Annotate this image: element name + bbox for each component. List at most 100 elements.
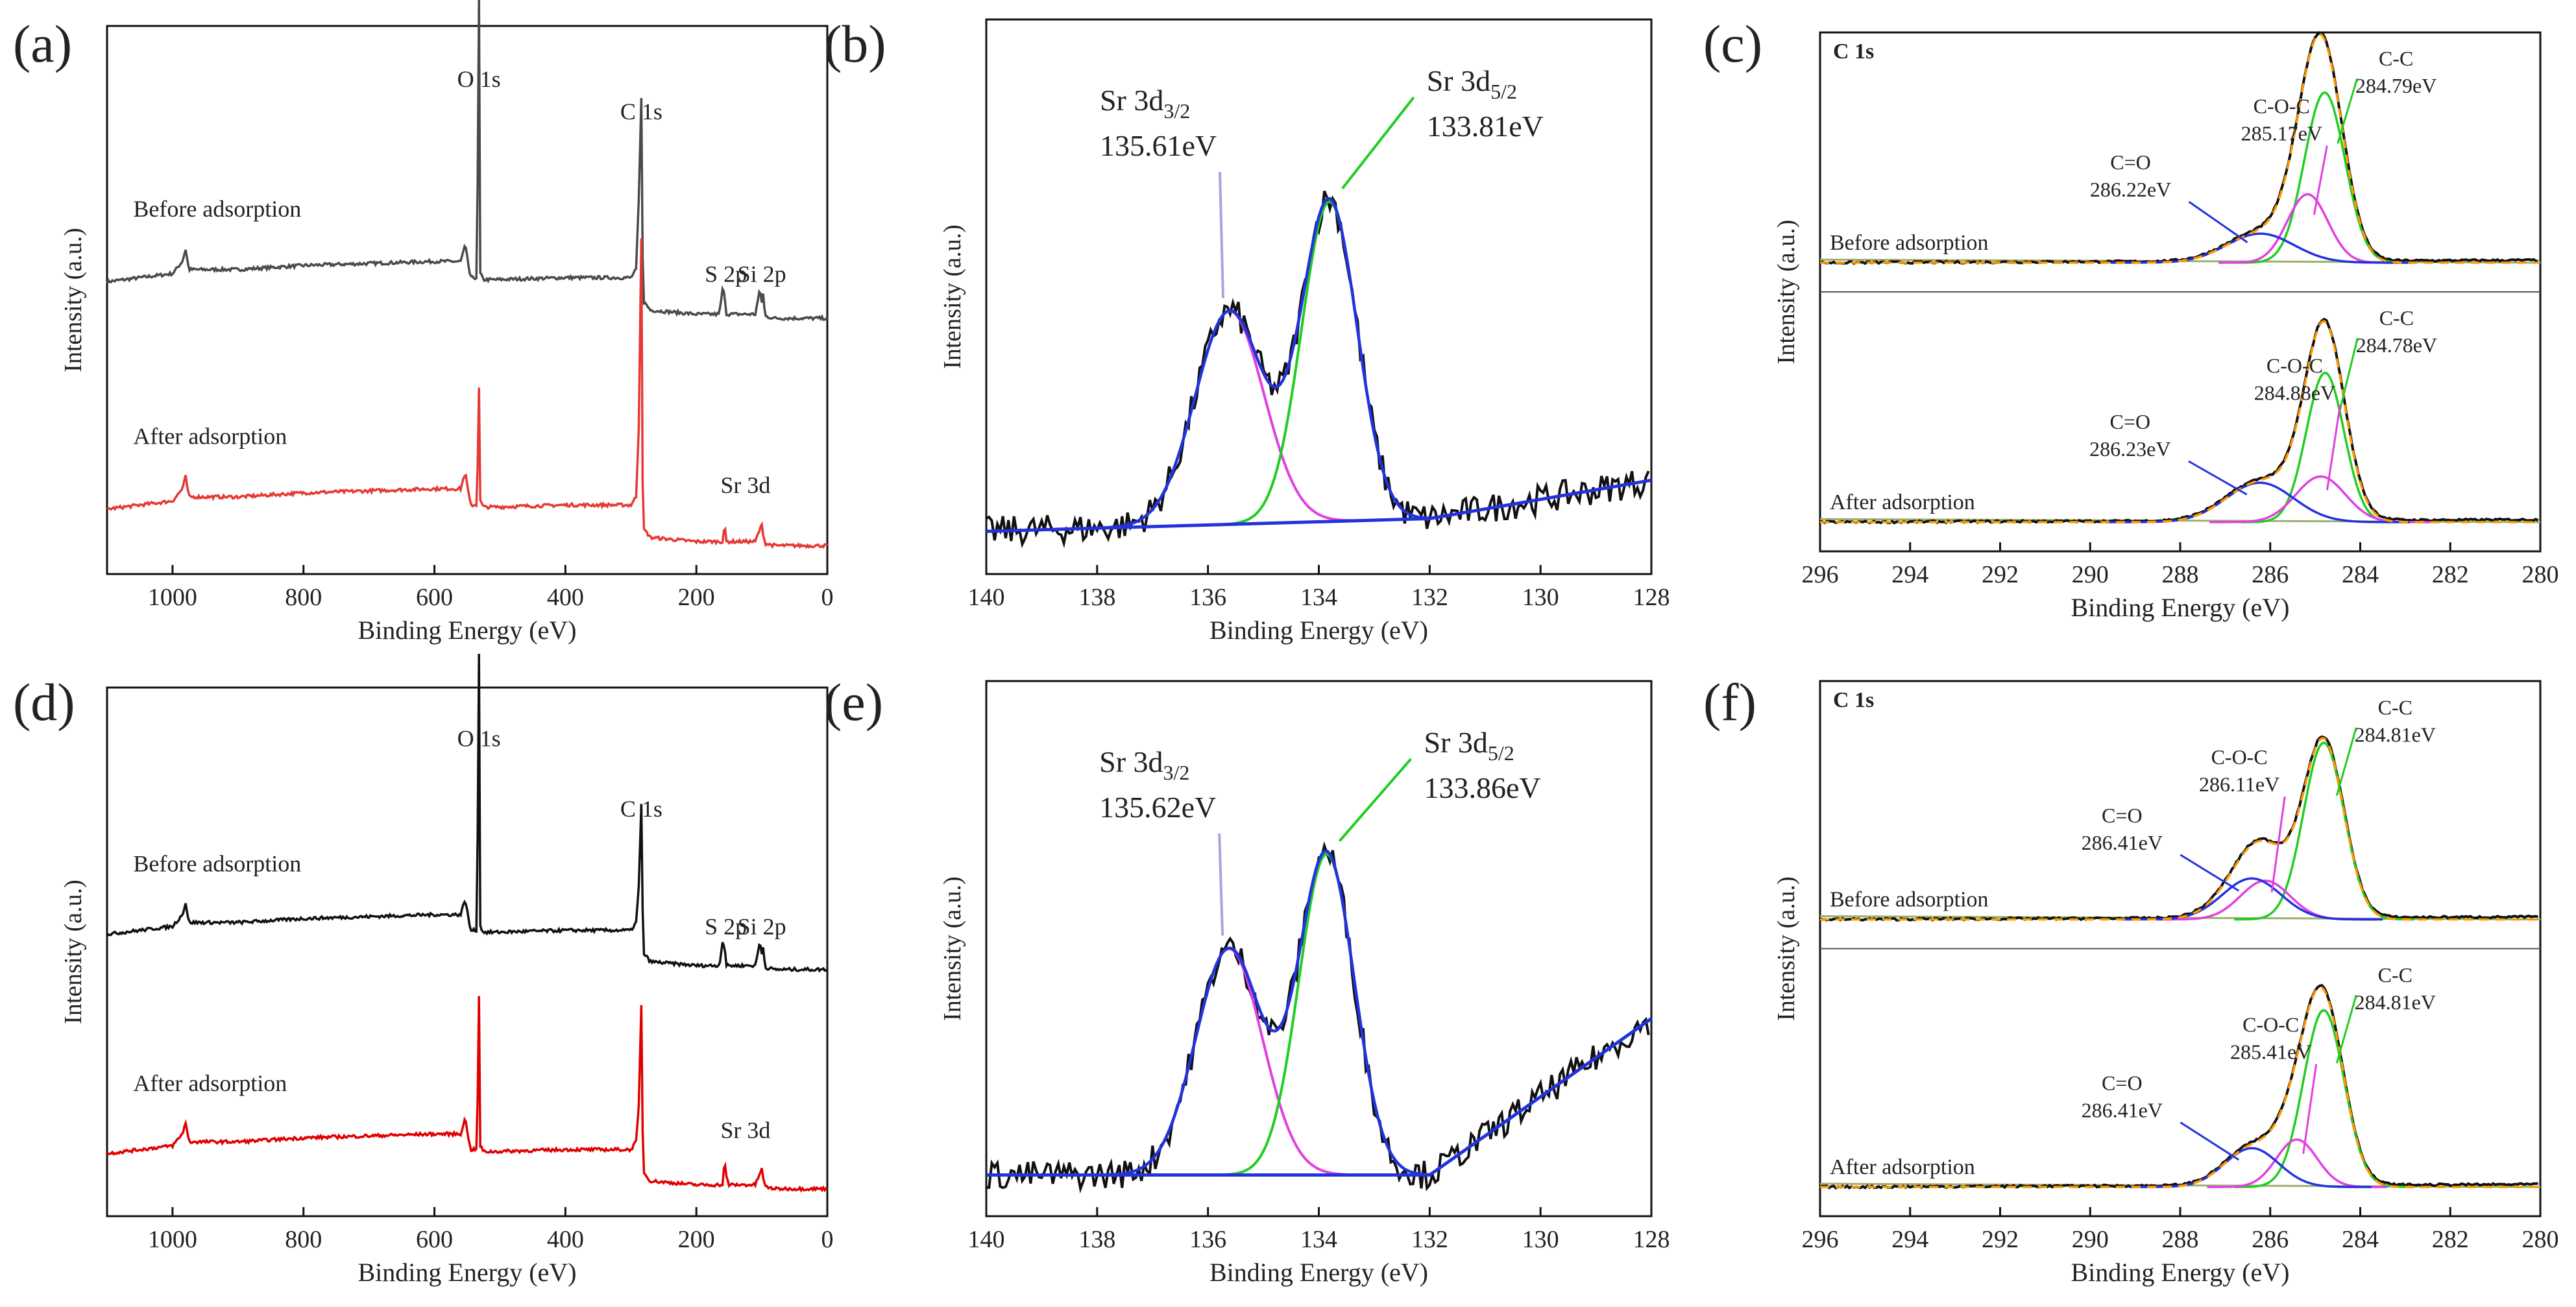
label-arrow <box>1218 171 1224 298</box>
panel-title: C 1s <box>1833 40 1874 64</box>
peak-name: C-O-C <box>2242 1013 2299 1037</box>
x-tick-label: 136 <box>1189 1226 1226 1253</box>
peak-label: Sr 3d5/2 <box>1427 64 1517 103</box>
x-tick-label: 292 <box>1982 1226 2019 1253</box>
peak-energy: 284.81eV <box>2355 723 2436 747</box>
fit-component <box>2108 481 2410 523</box>
fit-component <box>1094 309 1367 530</box>
x-axis-label: Binding Energy (eV) <box>2071 1258 2290 1287</box>
x-tick-label: 294 <box>1891 1226 1928 1253</box>
label-arrow <box>2337 337 2359 418</box>
x-tick-label: 296 <box>1802 561 1839 588</box>
annotation: After adsorption <box>133 1070 287 1096</box>
panel-label: (b) <box>824 14 886 73</box>
raw-spectrum <box>986 190 1650 549</box>
fit-envelope <box>1820 320 2538 523</box>
label-arrow <box>2335 994 2357 1064</box>
peak-name: C-C <box>2379 306 2414 330</box>
x-tick-label: 200 <box>678 584 715 611</box>
panel-b: 140 138 136 134 132 130 128 Binding Energy (eV)… <box>824 14 1670 645</box>
x-tick-label: 280 <box>2522 1226 2559 1253</box>
x-tick-label: 136 <box>1189 584 1226 611</box>
annotation: Si 2p <box>738 913 786 939</box>
x-tick-label: 132 <box>1411 1226 1448 1253</box>
x-tick-label: 128 <box>1633 584 1670 611</box>
annotation: Sr 3d <box>720 472 770 498</box>
peak-energy: 285.41eV <box>2230 1040 2311 1064</box>
panel-label: (d) <box>13 673 75 732</box>
annotation: Before adsorption <box>133 196 301 222</box>
peak-energy: 285.17eV <box>2241 122 2322 145</box>
fit-component <box>1216 852 1437 1177</box>
axes-frame <box>985 18 1653 575</box>
peak-name: C-O-C <box>2211 745 2268 769</box>
x-tick-label: 290 <box>2072 1226 2109 1253</box>
y-axis-label: Intensity (a.u.) <box>1773 220 1800 365</box>
label-arrow <box>2188 460 2248 496</box>
axes-frame <box>985 680 1653 1217</box>
peak-energy: 135.62eV <box>1099 791 1216 824</box>
spectrum-name: Before adsorption <box>1830 888 1989 912</box>
label-arrow <box>2270 796 2286 893</box>
x-tick-label: 132 <box>1411 584 1448 611</box>
annotation: O 1s <box>457 66 501 92</box>
spectrum-name: After adsorption <box>1830 1155 1975 1179</box>
peak-name: C=O <box>2110 410 2151 433</box>
label-arrow <box>2326 405 2341 490</box>
peak-name: C=O <box>2110 150 2151 174</box>
x-tick-label: 0 <box>821 1226 834 1253</box>
label-arrow <box>2335 727 2357 797</box>
x-tick-label: 800 <box>285 1226 322 1253</box>
peak-energy: 286.11eV <box>2199 773 2279 796</box>
spectrum-name: Before adsorption <box>1830 231 1989 255</box>
annotation: S 2p <box>705 261 747 287</box>
x-tick-label: 296 <box>1802 1226 1839 1253</box>
fit-component <box>2234 91 2414 264</box>
baseline <box>986 1017 1653 1177</box>
fit-component <box>2209 475 2430 523</box>
x-tick-label: 290 <box>2072 561 2109 588</box>
annotation: Before adsorption <box>133 851 301 877</box>
peak-label: Sr 3d5/2 <box>1424 726 1514 765</box>
x-tick-label: 134 <box>1300 584 1337 611</box>
x-axis-label: Binding Energy (eV) <box>358 1258 577 1287</box>
x-tick-label: 0 <box>821 584 834 611</box>
fit-envelope <box>1820 737 2538 921</box>
x-tick-label: 288 <box>2162 561 2199 588</box>
label-arrow <box>2180 854 2240 892</box>
series-line <box>106 996 828 1193</box>
x-tick-label: 292 <box>1982 561 2019 588</box>
peak-name: C-C <box>2378 963 2412 987</box>
x-tick-label: 138 <box>1078 1226 1115 1253</box>
y-axis-label: Intensity (a.u.) <box>60 228 87 372</box>
peak-energy: 286.22eV <box>2090 178 2171 201</box>
annotation: Si 2p <box>738 261 786 287</box>
peak-energy: 284.88eV <box>2254 381 2335 405</box>
panel-d: 1000 800 600 400 200 0 Binding Energy (eV) Inte… <box>13 653 834 1287</box>
label-arrow <box>1218 833 1224 936</box>
axes-frame <box>106 686 829 1217</box>
baseline <box>986 478 1652 533</box>
panel-e: 140 138 136 134 132 130 128 Binding Energy (eV)… <box>824 673 1670 1287</box>
x-axis-label: Binding Energy (eV) <box>1209 1258 1428 1287</box>
peak-energy: 284.78eV <box>2356 333 2437 357</box>
x-tick-label: 130 <box>1522 584 1559 611</box>
x-tick-label: 400 <box>547 584 584 611</box>
x-tick-label: 130 <box>1522 1226 1559 1253</box>
y-axis-label: Intensity (a.u.) <box>60 880 87 1024</box>
raw-spectrum <box>1819 31 2538 265</box>
peak-energy: 284.79eV <box>2355 74 2436 97</box>
fit-component <box>1097 947 1361 1177</box>
x-axis-label: Binding Energy (eV) <box>2071 593 2290 622</box>
axes-frame <box>106 25 829 575</box>
x-tick-label: 288 <box>2162 1226 2199 1253</box>
x-tick-label: 128 <box>1633 1226 1670 1253</box>
panel-f: 296 294 292 290 288 286 284 282 280 Binding Energ… <box>1703 673 2559 1287</box>
x-tick-label: 284 <box>2342 1226 2379 1253</box>
peak-energy: 135.61eV <box>1100 129 1217 162</box>
fit-envelope <box>1820 32 2538 264</box>
peak-name: C-O-C <box>2266 354 2323 378</box>
y-axis-label: Intensity (a.u.) <box>1773 876 1800 1021</box>
x-tick-label: 1000 <box>148 1226 197 1253</box>
panel-label: (c) <box>1703 14 1762 73</box>
